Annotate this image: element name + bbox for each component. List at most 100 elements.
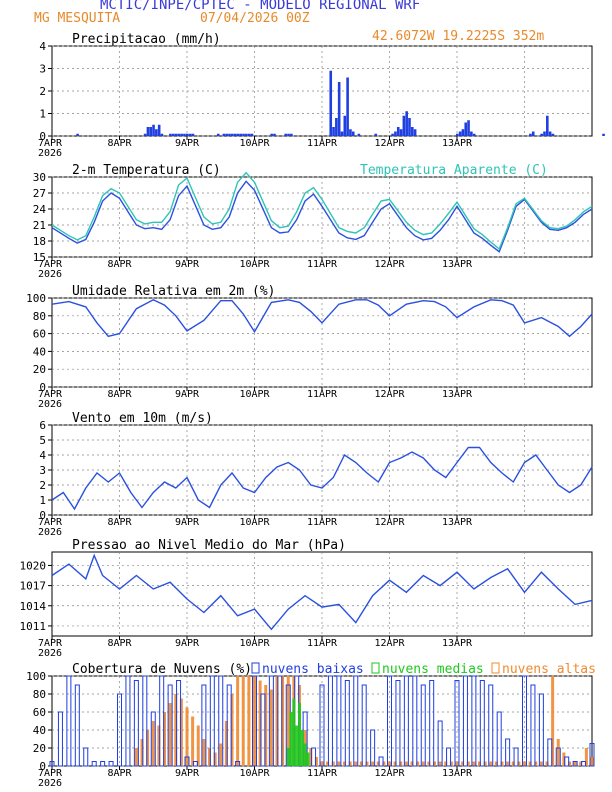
cloud-low-bar	[387, 675, 392, 767]
cloud-low-bar	[420, 684, 426, 767]
cloud-low-bar	[235, 761, 241, 767]
cloud-high-bar	[179, 698, 183, 766]
cloud-high-bar	[146, 730, 150, 766]
precip-bar	[349, 129, 352, 136]
precip-bar	[461, 129, 465, 136]
y-tick-label: 27	[33, 187, 46, 200]
precip-bar	[247, 133, 251, 136]
x-tick-label: 11APR	[307, 517, 338, 528]
precip-bar	[329, 70, 333, 136]
y-tick-label: 3	[39, 464, 46, 477]
cloud-high-bar	[523, 761, 526, 766]
cloud-low-bar	[252, 675, 257, 767]
x-tick-label: 8APR	[107, 138, 132, 149]
x-tick-label: 11APR	[307, 638, 338, 649]
cloud-high-bar	[365, 761, 369, 766]
x-tick-label: 7APR	[38, 389, 63, 400]
precip-bar	[183, 133, 186, 136]
y-tick-label: 60	[33, 328, 46, 341]
cloud-high-bar	[421, 761, 425, 766]
panel-title: 2-m Temperatura (C)	[72, 163, 221, 178]
cloud-high-bar	[241, 676, 245, 766]
cloud-low-bar	[150, 711, 156, 767]
cloud-high-bar	[168, 703, 172, 766]
precip-bar	[529, 133, 532, 136]
x-tick-label: 13APR	[442, 517, 473, 528]
x-tick-label: 12APR	[374, 768, 405, 779]
precip-bar	[188, 133, 192, 136]
cloud-mid-bar	[295, 725, 299, 766]
cloud-high-bar	[573, 761, 577, 766]
x-tick-label: 8APR	[107, 768, 132, 779]
precip-bar	[146, 127, 150, 136]
cloud-low-bar	[336, 675, 342, 767]
cloud-high-bar	[230, 694, 234, 766]
x-tick-label: 12APR	[374, 259, 405, 270]
precip-bar	[155, 129, 158, 136]
x-tick-label: 10APR	[239, 389, 270, 400]
run-datetime: 07/04/2026 00Z	[200, 11, 310, 26]
cloud-low-bar	[538, 693, 544, 767]
y-tick-label: 40	[33, 724, 46, 737]
cloud-high-bar	[163, 712, 166, 766]
cloud-high-bar	[584, 748, 588, 766]
y-tick-label: 80	[33, 688, 46, 701]
precip-bar	[222, 133, 226, 136]
y-tick-label: 0	[39, 381, 46, 394]
cloud-mid-bar	[286, 748, 290, 766]
cloud-low-bar	[83, 747, 89, 767]
cloud-high-bar	[556, 739, 560, 766]
precip-bar	[191, 133, 195, 136]
precip-bar	[284, 133, 288, 136]
x-tick-label: 8APR	[107, 638, 132, 649]
cloud-high-bar	[269, 689, 273, 766]
cloud-high-bar	[286, 676, 290, 766]
cloud-high-bar	[202, 739, 206, 766]
x-year-label: 2026	[38, 148, 62, 159]
y-tick-label: 100	[26, 670, 46, 683]
legend-swatch	[491, 662, 500, 674]
legend-label: nuvens baixas	[262, 662, 364, 677]
precip-bar	[290, 133, 293, 136]
cloud-high-bar	[427, 761, 431, 766]
cloud-high-bar	[562, 752, 566, 766]
cloud-low-bar	[192, 761, 198, 767]
cloud-low-bar	[513, 747, 519, 767]
panel-title: Cobertura de Nuvens (%)	[72, 662, 252, 677]
precip-bar	[413, 129, 417, 136]
y-tick-label: 0	[39, 509, 46, 522]
series-line	[51, 446, 593, 511]
precip-bar	[551, 133, 555, 136]
precip-bar	[540, 133, 543, 136]
cloud-low-bar	[167, 684, 173, 767]
cloud-high-bar	[343, 761, 346, 766]
y-tick-label: 1011	[20, 620, 47, 633]
precip-bar	[343, 115, 347, 136]
cloud-low-bar	[344, 680, 350, 767]
x-tick-label: 9APR	[175, 259, 200, 270]
y-tick-label: 18	[33, 235, 46, 248]
precip-bar	[531, 131, 535, 136]
y-tick-label: 1	[39, 108, 46, 121]
x-year-label: 2026	[38, 648, 62, 659]
y-tick-label: 2	[39, 479, 46, 492]
x-tick-label: 7APR	[38, 259, 63, 270]
precip-bar	[394, 131, 397, 136]
y-tick-label: 80	[33, 310, 46, 323]
y-tick-label: 21	[33, 219, 46, 232]
x-tick-label: 9APR	[175, 768, 200, 779]
y-tick-label: 4	[39, 40, 46, 53]
y-tick-label: 1017	[20, 580, 47, 593]
cloud-high-bar	[314, 757, 318, 766]
cloud-high-bar	[472, 761, 476, 766]
precip-bar	[177, 133, 181, 136]
x-tick-label: 13APR	[442, 638, 473, 649]
x-tick-label: 13APR	[442, 259, 473, 270]
cloud-high-bar	[511, 761, 515, 766]
cloud-high-bar	[337, 761, 341, 766]
precip-bar	[332, 127, 335, 136]
cloud-high-bar	[579, 761, 583, 766]
cloud-low-bar	[555, 747, 561, 767]
x-tick-label: 8APR	[107, 389, 132, 400]
y-tick-label: 1020	[20, 559, 47, 572]
